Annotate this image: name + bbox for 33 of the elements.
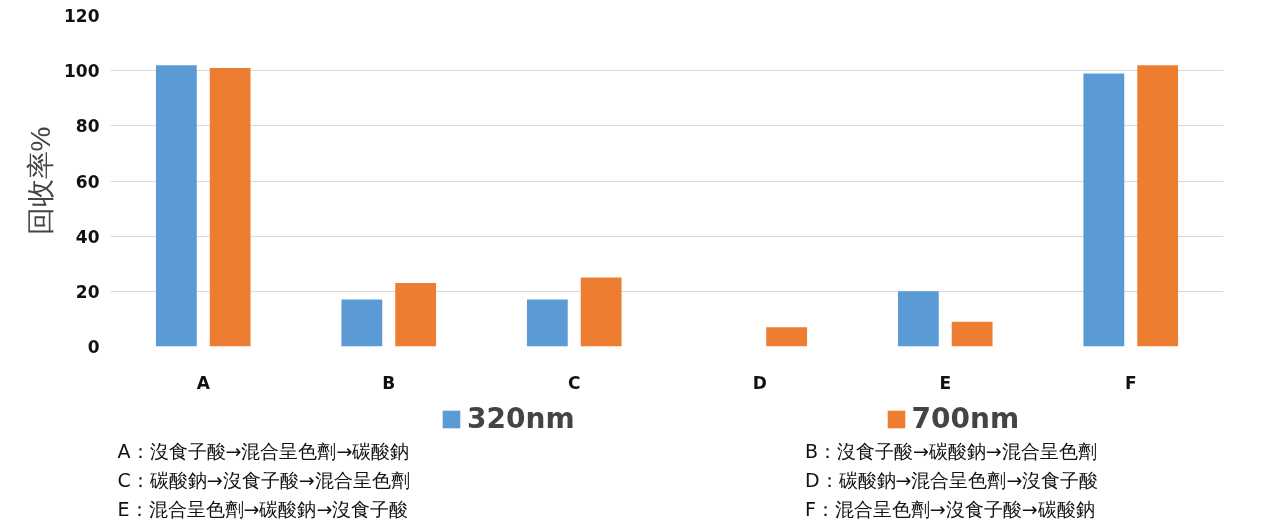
bar	[155, 65, 197, 347]
x-tick-label: A	[196, 372, 211, 393]
y-tick-label: 40	[75, 226, 100, 247]
legend-label: 320nm	[467, 402, 575, 435]
bar	[209, 67, 251, 347]
text: D：碳酸鈉→混合呈色劑→沒食子酸	[804, 468, 1099, 491]
bar	[951, 321, 993, 347]
y-tick-label: 120	[64, 6, 100, 26]
text: C：碳酸鈉→沒食子酸→混合呈色劑	[117, 468, 410, 491]
text: B：沒食子酸→碳酸鈉→混合呈色劑	[804, 439, 1097, 462]
bar	[526, 299, 568, 347]
bar	[1083, 73, 1125, 347]
legend-label: 700nm	[911, 402, 1020, 435]
y-tick-label: 0	[87, 337, 100, 357]
bar	[1137, 65, 1179, 347]
bar	[341, 299, 383, 347]
bar	[580, 277, 622, 347]
bar	[395, 283, 437, 347]
y-tick-label: 80	[75, 116, 100, 137]
x-tick-label: D	[752, 372, 767, 393]
y-tick-label: 100	[64, 61, 100, 82]
text: E：混合呈色劑→碳酸鈉→沒食子酸	[117, 497, 409, 520]
bar	[897, 291, 939, 347]
text: A：沒食子酸→混合呈色劑→碳酸鈉	[117, 439, 410, 462]
x-tick-label: B	[382, 372, 396, 393]
x-tick-label: C	[568, 372, 581, 393]
y-tick-label: 60	[75, 171, 100, 192]
x-tick-label: F	[1124, 372, 1137, 393]
bar	[766, 327, 808, 347]
x-tick-label: E	[939, 372, 952, 393]
text: F：混合呈色劑→沒食子酸→碳酸鈉	[804, 497, 1095, 520]
y-axis-title: 回收率%	[25, 126, 57, 236]
y-tick-label: 20	[75, 281, 100, 302]
